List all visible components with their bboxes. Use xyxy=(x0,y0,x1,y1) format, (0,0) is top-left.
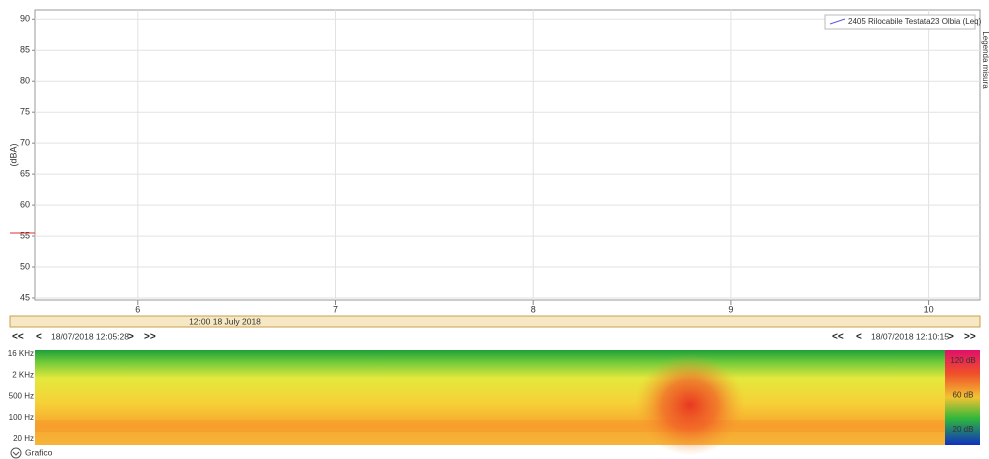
colorbar-label: 60 dB xyxy=(953,391,974,400)
end-time: 18/07/2018 12:10:15 xyxy=(871,331,949,341)
y-tick-label: 60 xyxy=(20,199,30,209)
navigation-left: << < 18/07/2018 12:05:28 > >> xyxy=(12,331,156,342)
x-tick-label: 8 xyxy=(531,304,536,314)
spectrogram-band xyxy=(35,420,945,432)
first-button[interactable]: << xyxy=(832,332,844,343)
spectrogram-labels: 16 KHz 2 KHz 500 Hz 100 Hz 20 Hz 120 dB 60 dB 2… xyxy=(8,349,976,443)
first-button[interactable]: << xyxy=(12,332,24,343)
start-time: 18/07/2018 12:05:28 xyxy=(51,331,129,341)
x-tick-label: 7 xyxy=(333,304,338,314)
frequency-label: 500 Hz xyxy=(9,392,34,401)
frequency-label: 16 KHz xyxy=(8,349,34,358)
y-tick-label: 90 xyxy=(20,14,30,24)
expand-icon[interactable] xyxy=(10,447,22,459)
expand-chevron xyxy=(12,451,20,456)
x-tick-label: 9 xyxy=(728,304,733,314)
colorbar-label: 120 dB xyxy=(950,356,975,365)
spectrogram xyxy=(35,350,980,455)
legend-label: 2405 Rilocabile Testata23 Olbia (Leq) xyxy=(848,17,982,26)
spectrogram-image xyxy=(35,350,945,445)
time-bar xyxy=(9,315,981,328)
plot-frame xyxy=(34,9,981,301)
navigation-right: << < 18/07/2018 12:10:15 > >> xyxy=(832,331,976,342)
legend-swatch xyxy=(829,18,846,25)
spectrogram-peak xyxy=(635,355,745,455)
footer-label[interactable]: Grafico xyxy=(25,447,53,457)
next-button[interactable]: > xyxy=(128,332,134,343)
x-tick-label: 10 xyxy=(924,304,934,314)
y-tick-label: 45 xyxy=(20,292,30,302)
y-tick-label: 80 xyxy=(20,76,30,86)
last-button[interactable]: >> xyxy=(144,332,156,343)
last-button[interactable]: >> xyxy=(964,332,976,343)
y-axis-label: (dBA) xyxy=(8,143,18,166)
colorbar xyxy=(945,350,980,445)
y-tick-label: 65 xyxy=(20,169,30,179)
y-tick-label: 85 xyxy=(20,45,30,55)
frequency-label: 2 KHz xyxy=(12,370,34,379)
x-tick-label: 6 xyxy=(135,304,140,314)
legend-box xyxy=(824,14,976,30)
frequency-label: 100 Hz xyxy=(9,413,34,422)
time-bar-label: 12:00 18 July 2018 xyxy=(189,316,261,326)
colorbar-label: 20 dB xyxy=(953,425,974,434)
prev-button[interactable]: < xyxy=(856,332,862,343)
y-tick-label: 75 xyxy=(20,107,30,117)
line-chart: (dBA) 45 50 55 60 65 70 75 80 85 90 6 7 8 9 10 2405 Ril… xyxy=(8,9,982,314)
prev-button[interactable]: < xyxy=(36,332,42,343)
y-tick-label: 55 xyxy=(20,230,30,240)
side-panel-tab[interactable]: Legenda misura xyxy=(981,31,989,89)
next-button[interactable]: > xyxy=(948,332,954,343)
frequency-label: 20 Hz xyxy=(13,434,34,443)
y-tick-label: 70 xyxy=(20,138,30,148)
y-tick-label: 50 xyxy=(20,261,30,271)
